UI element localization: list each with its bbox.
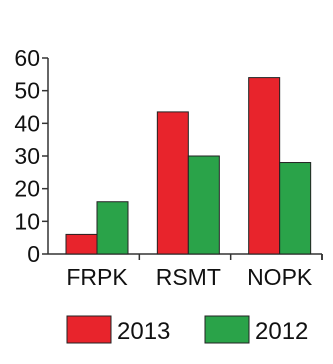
y-tick-label: 40 xyxy=(14,110,40,136)
y-tick-label: 20 xyxy=(14,176,40,202)
x-axis: FRPK RSMT NOPK xyxy=(48,253,323,290)
bar-frpk-2013 xyxy=(65,233,98,255)
x-tick-label: NOPK xyxy=(247,264,313,290)
legend: 2013 2012 xyxy=(66,315,308,345)
bar-rsmt-2012 xyxy=(187,155,220,255)
y-axis: 0 10 20 30 40 50 60 xyxy=(14,45,49,267)
legend-swatch-2013 xyxy=(66,315,112,344)
y-tick-label: 30 xyxy=(14,143,40,169)
y-tick-label: 60 xyxy=(14,45,40,71)
y-tick-label: 50 xyxy=(14,78,40,104)
legend-swatch-2012 xyxy=(204,315,250,344)
bar-rsmt-2013 xyxy=(156,111,189,255)
legend-label-2013: 2013 xyxy=(117,318,170,345)
bars xyxy=(65,77,312,255)
x-tick-label: FRPK xyxy=(66,264,128,290)
y-tick-label: 10 xyxy=(14,208,40,234)
bar-nopk-2012 xyxy=(279,162,312,255)
bar-nopk-2013 xyxy=(248,77,281,255)
legend-label-2012: 2012 xyxy=(255,318,308,345)
y-tick-label: 0 xyxy=(27,241,40,267)
bar-frpk-2012 xyxy=(96,201,129,255)
x-tick-label: RSMT xyxy=(156,264,221,290)
